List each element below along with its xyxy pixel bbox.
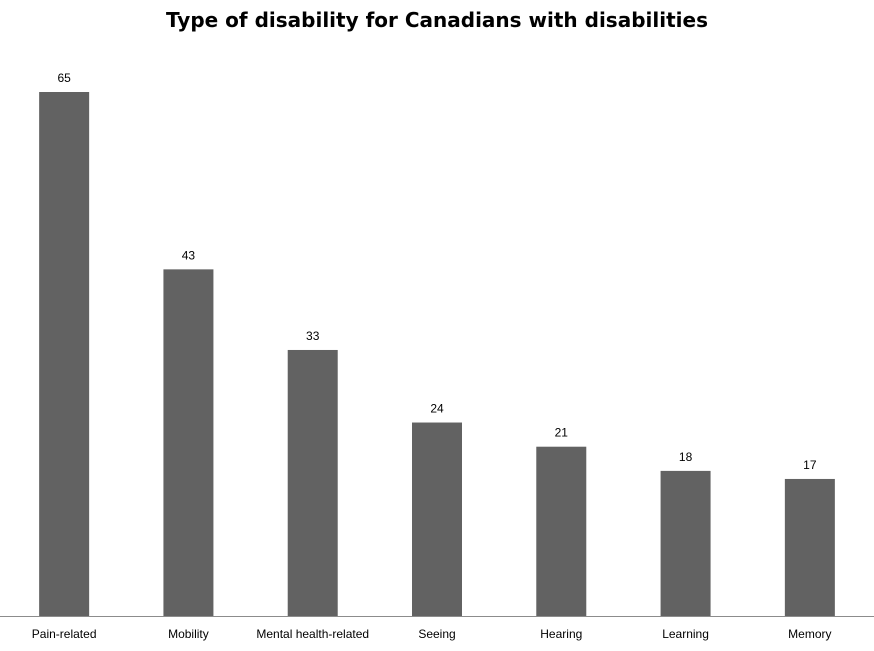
data-label: 18 bbox=[679, 450, 693, 464]
bar-learning bbox=[660, 470, 711, 616]
x-tick-label: Pain-related bbox=[32, 627, 97, 641]
bar-pain-related bbox=[39, 92, 90, 616]
x-tick-labels-group: Pain-related Mobility Mental health-relate… bbox=[32, 627, 832, 641]
data-label: 24 bbox=[430, 402, 444, 416]
x-tick-label: Hearing bbox=[540, 627, 582, 641]
x-tick-label: Mental health-related bbox=[256, 627, 369, 641]
bar-mobility bbox=[163, 269, 214, 616]
data-label: 21 bbox=[555, 426, 569, 440]
data-label: 33 bbox=[306, 329, 320, 343]
bar-hearing bbox=[536, 446, 587, 616]
chart-title: Type of disability for Canadians with di… bbox=[166, 8, 708, 32]
data-label: 43 bbox=[182, 248, 196, 262]
x-tick-label: Learning bbox=[662, 627, 709, 641]
x-tick-label: Mobility bbox=[168, 627, 209, 641]
bars-group bbox=[39, 92, 835, 616]
x-tick-label: Memory bbox=[788, 627, 831, 641]
bar-memory bbox=[784, 478, 835, 616]
data-labels-group: 65 43 33 24 21 18 17 bbox=[57, 71, 816, 472]
data-label: 65 bbox=[57, 71, 71, 85]
data-label: 17 bbox=[803, 458, 817, 472]
x-tick-label: Seeing bbox=[418, 627, 455, 641]
bar-seeing bbox=[412, 422, 462, 616]
bar-mental-health-related bbox=[287, 349, 338, 616]
